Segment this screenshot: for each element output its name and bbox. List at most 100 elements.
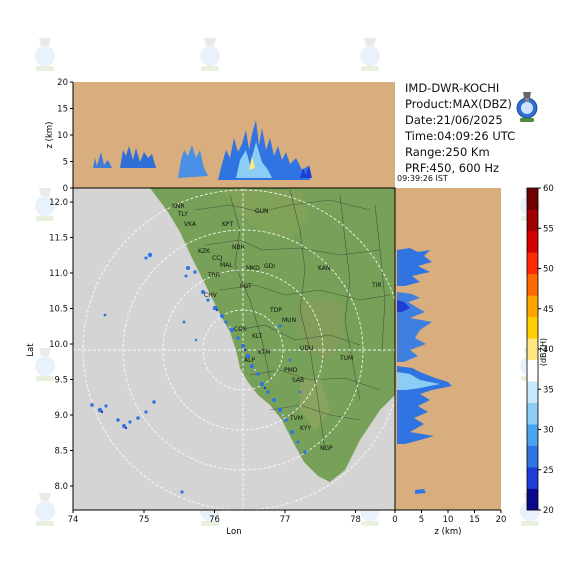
- svg-text:UDU: UDU: [300, 345, 313, 352]
- colorbar-cell: [527, 252, 538, 275]
- svg-text:11.0: 11.0: [49, 269, 68, 279]
- svg-text:TDP: TDP: [269, 307, 282, 314]
- svg-text:GUN: GUN: [255, 208, 269, 215]
- svg-text:10: 10: [57, 131, 68, 141]
- svg-text:10.5: 10.5: [49, 305, 68, 315]
- svg-text:0: 0: [63, 184, 68, 194]
- svg-text:74: 74: [68, 515, 79, 525]
- svg-text:75: 75: [139, 515, 150, 525]
- svg-text:60: 60: [543, 184, 554, 194]
- svg-text:MKD: MKD: [246, 265, 260, 272]
- colorbar-cell: [527, 467, 538, 489]
- svg-text:10: 10: [443, 515, 454, 525]
- svg-text:25: 25: [543, 466, 554, 476]
- svg-text:45: 45: [543, 305, 554, 315]
- svg-text:PGT: PGT: [240, 283, 252, 290]
- svg-text:KYY: KYY: [300, 425, 311, 432]
- svg-text:11.5: 11.5: [49, 234, 68, 244]
- range-label: Range:250 Km: [405, 145, 490, 159]
- colorbar-cell: [527, 209, 538, 232]
- colorbar-cell: [527, 338, 538, 361]
- svg-text:KNR: KNR: [172, 203, 185, 210]
- station-labels: KNR TLY VKA KPT GUN KZK NBR CCJ MAL MKD …: [172, 203, 382, 452]
- svg-text:20: 20: [496, 515, 507, 525]
- svg-text:9.0: 9.0: [54, 411, 68, 421]
- svg-text:15: 15: [57, 105, 68, 115]
- svg-text:MUN: MUN: [282, 317, 296, 324]
- svg-text:20: 20: [57, 78, 68, 88]
- svg-text:KPT: KPT: [222, 221, 234, 228]
- svg-text:COK: COK: [234, 326, 248, 333]
- svg-text:SAB: SAB: [292, 377, 304, 384]
- svg-text:0: 0: [392, 515, 397, 525]
- svg-text:KTM: KTM: [258, 349, 270, 356]
- svg-text:5: 5: [419, 515, 424, 525]
- svg-text:VKA: VKA: [184, 221, 197, 228]
- svg-text:30: 30: [543, 426, 554, 436]
- svg-text:40: 40: [543, 345, 554, 355]
- svg-text:10.0: 10.0: [49, 340, 68, 350]
- svg-text:8.5: 8.5: [54, 447, 68, 457]
- colorbar-cell: [527, 402, 538, 425]
- svg-text:KZK: KZK: [198, 248, 211, 255]
- svg-text:35: 35: [543, 385, 554, 395]
- svg-text:NBR: NBR: [232, 244, 245, 251]
- top-panel-echoes: [93, 120, 312, 180]
- svg-text:TUM: TUM: [339, 355, 353, 362]
- svg-text:NGP: NGP: [320, 445, 333, 452]
- imd-emblem-icon: [516, 92, 538, 122]
- radar-echoes: [90, 252, 307, 494]
- svg-text:KLT: KLT: [252, 333, 262, 340]
- colorbar-cell: [527, 273, 538, 296]
- svg-text:78: 78: [350, 515, 361, 525]
- colorbar-cells: [527, 188, 538, 511]
- map-yticks: 8.0 8.5 9.0 9.5 10.0 10.5 11.0 11.5 12.0: [49, 198, 73, 492]
- side-panel-echoes: [397, 248, 452, 494]
- svg-text:TRR: TRR: [207, 272, 220, 279]
- svg-text:ALP: ALP: [244, 357, 255, 364]
- colorbar-cell: [527, 295, 538, 318]
- colorbar-ticks: 20 25 30 35 40 45 50 55 60: [538, 184, 554, 516]
- svg-text:KAN: KAN: [318, 265, 330, 272]
- svg-text:12.0: 12.0: [49, 198, 68, 208]
- product-label: Product:MAX(DBZ): [405, 97, 512, 111]
- svg-text:55: 55: [543, 224, 554, 234]
- svg-text:76: 76: [209, 515, 220, 525]
- svg-text:GDI: GDI: [264, 263, 275, 270]
- station-title: IMD-DWR-KOCHI: [405, 81, 500, 95]
- side-panel: 0 5 10 15 20 z (km): [392, 188, 506, 537]
- map-xlabel: Lon: [226, 527, 241, 537]
- colorbar: 20 25 30 35 40 45 50 55 60 (dBZH): [526, 184, 554, 516]
- svg-text:8.0: 8.0: [54, 482, 68, 492]
- svg-text:50: 50: [543, 265, 554, 275]
- svg-text:20: 20: [543, 506, 554, 516]
- map-xticks: 74 75 76 77 78: [68, 510, 361, 525]
- top-panel: 0 5 10 15 20 z (km): [45, 78, 395, 194]
- date-label: Date:21/06/2025: [405, 113, 503, 127]
- land-mass: [150, 188, 395, 482]
- colorbar-cell: [527, 424, 538, 446]
- side-panel-xlabel: z (km): [435, 527, 462, 537]
- main-map: KNR TLY VKA KPT GUN KZK NBR CCJ MAL MKD …: [26, 187, 396, 537]
- colorbar-cell: [527, 381, 538, 403]
- time-label: Time:04:09:26 UTC: [405, 129, 516, 143]
- colorbar-cell: [527, 359, 538, 382]
- colorbar-cell: [527, 316, 538, 339]
- top-panel-ylabel: z (km): [45, 122, 55, 149]
- colorbar-cell: [527, 488, 538, 511]
- svg-text:77: 77: [280, 515, 291, 525]
- svg-text:CHV: CHV: [204, 292, 218, 299]
- svg-text:PMD: PMD: [284, 367, 298, 374]
- svg-text:15: 15: [469, 515, 480, 525]
- colorbar-cell: [527, 230, 538, 253]
- ist-time-label: 09:39:26 IST: [397, 174, 448, 183]
- colorbar-cell: [527, 445, 538, 468]
- svg-text:TIR: TIR: [371, 282, 382, 289]
- side-panel-xticks: 0 5 10 15 20: [392, 510, 506, 525]
- top-panel-yticks: 0 5 10 15 20: [57, 78, 73, 194]
- prf-label: PRF:450, 600 Hz: [405, 161, 500, 175]
- svg-text:TLY: TLY: [177, 211, 188, 218]
- svg-text:CCJ: CCJ: [212, 255, 222, 262]
- colorbar-cell: [527, 188, 538, 210]
